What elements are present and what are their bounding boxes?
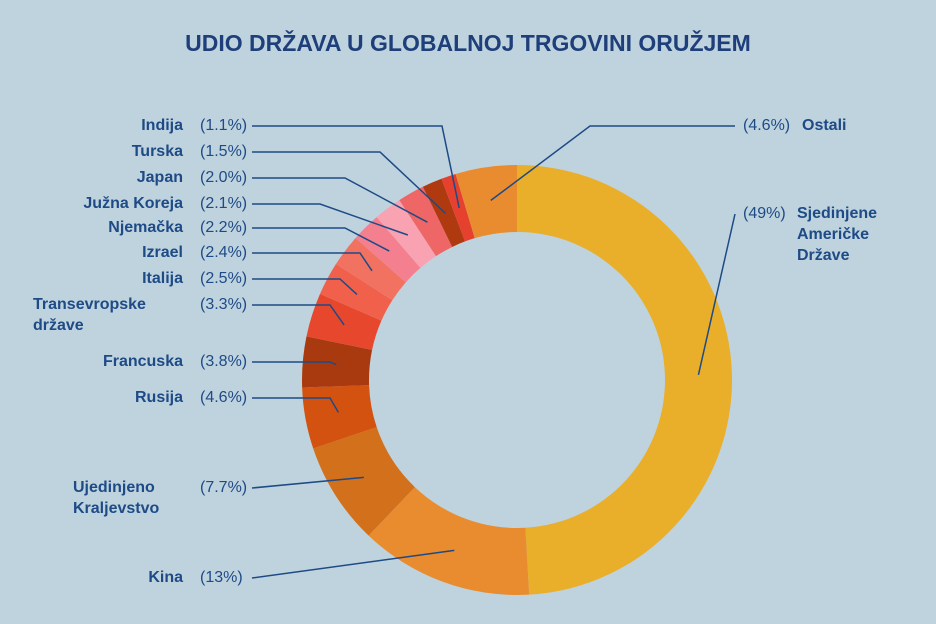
leader-line <box>252 252 373 272</box>
leader-line <box>252 304 345 326</box>
leader-line <box>252 278 358 295</box>
leader-line <box>252 397 340 413</box>
value-label: (13%) <box>200 569 243 586</box>
value-label: (3.3%) <box>200 296 248 313</box>
slice-label: Turska <box>131 143 183 160</box>
value-label: (2.1%) <box>200 195 248 212</box>
value-label: (49%) <box>743 205 786 222</box>
donut-slice <box>441 173 475 242</box>
value-label: (2.0%) <box>200 169 248 186</box>
value-label: (1.5%) <box>200 143 248 160</box>
donut-slice <box>306 293 382 350</box>
donut-slice <box>517 165 732 595</box>
leader-line <box>251 476 364 489</box>
value-label: (2.4%) <box>200 244 248 261</box>
leader-line <box>252 361 337 366</box>
value-label: (4.6%) <box>200 389 248 406</box>
slice-label: Japan <box>136 169 183 186</box>
slice-label: Južna Koreja <box>83 195 183 212</box>
slice-label: Ujedinjeno Kraljevstvo <box>73 479 160 517</box>
leader-line <box>697 213 736 376</box>
leader-line <box>490 125 735 201</box>
value-label: (4.6%) <box>743 117 791 134</box>
slice-label: Francuska <box>102 353 183 370</box>
value-label: (7.7%) <box>200 479 248 496</box>
donut-slice <box>368 487 530 595</box>
leader-line <box>251 549 455 579</box>
value-label: (2.2%) <box>200 219 248 236</box>
value-label: (2.5%) <box>200 270 248 287</box>
slice-label: Njemačka <box>108 219 183 236</box>
slice-label: Italija <box>142 270 183 287</box>
donut-slice <box>320 264 393 321</box>
leader-line <box>252 125 460 209</box>
donut-slice <box>302 385 377 449</box>
value-label: (3.8%) <box>200 353 248 370</box>
donut-slice <box>455 165 517 239</box>
leader-line <box>252 177 428 223</box>
leader-line <box>252 203 409 236</box>
donut-slice <box>302 336 373 388</box>
leader-line <box>252 227 390 252</box>
slice-label: Indija <box>141 117 183 134</box>
donut-slice <box>313 427 415 536</box>
value-label: (1.1%) <box>200 117 248 134</box>
chart-title: UDIO DRŽAVA U GLOBALNOJ TRGOVINI ORUŽJEM <box>185 30 751 56</box>
slice-label: Transevropske države <box>33 296 146 334</box>
leader-line <box>252 151 446 214</box>
slice-label: Sjedinjene Američke Države <box>797 205 878 264</box>
slice-label: Izrael <box>142 244 183 261</box>
slice-label: Rusija <box>134 389 183 406</box>
slice-label: Ostali <box>802 117 847 134</box>
slice-label: Kina <box>148 569 183 586</box>
